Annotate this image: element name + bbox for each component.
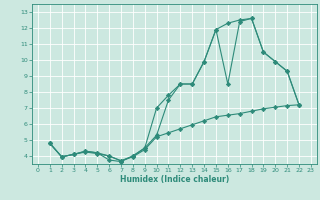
X-axis label: Humidex (Indice chaleur): Humidex (Indice chaleur) [120,175,229,184]
